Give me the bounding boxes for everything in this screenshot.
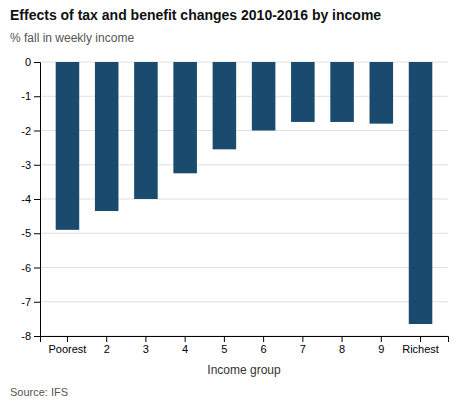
tick-label: -6 (21, 262, 31, 274)
tick-mark (263, 336, 264, 342)
tick-label: -7 (21, 296, 31, 308)
tick: -8 (21, 330, 40, 342)
tick-label: 3 (143, 343, 149, 355)
tick-mark (34, 268, 40, 269)
tick-label: -2 (21, 125, 31, 137)
tick: -1 (21, 90, 40, 102)
source: Source: IFS (10, 386, 68, 398)
tick-mark (420, 336, 421, 342)
tick: 7 (300, 336, 306, 355)
bar (330, 62, 354, 122)
tick: -6 (21, 262, 40, 274)
x-axis-title: Income group (207, 363, 281, 377)
tick-mark (342, 336, 343, 342)
tick-mark (34, 165, 40, 166)
tick: 5 (221, 336, 227, 355)
tick: Richest (402, 336, 439, 355)
tick-mark (34, 199, 40, 200)
tick-label: Richest (402, 343, 439, 355)
tick: 6 (261, 336, 267, 355)
tick-label: 6 (261, 343, 267, 355)
tick: Poorest (49, 336, 87, 355)
tick-mark (34, 336, 40, 337)
tick-mark (34, 96, 40, 97)
tick: 2 (104, 336, 110, 355)
tick-mark (381, 336, 382, 342)
tick-label: 4 (182, 343, 188, 355)
axis-line (41, 337, 449, 343)
tick: -2 (21, 125, 40, 137)
bar (213, 62, 237, 149)
grid-line (40, 233, 448, 234)
tick-label: 9 (378, 343, 384, 355)
tick-mark (67, 336, 68, 342)
tick-mark (145, 336, 146, 342)
tick: 3 (143, 336, 149, 355)
tick-label: -3 (21, 159, 31, 171)
tick-mark (34, 131, 40, 132)
bar (370, 62, 394, 124)
tick: -3 (21, 159, 40, 171)
x-axis: Poorest 2 3 4 5 6 7 8 9 Richest (41, 336, 449, 355)
tick-label: -8 (21, 330, 31, 342)
tick-label: Poorest (49, 343, 87, 355)
tick-mark (106, 336, 107, 342)
bar (291, 62, 315, 122)
tick-label: 8 (339, 343, 345, 355)
grid (40, 62, 448, 336)
tick: -4 (21, 193, 40, 205)
tick-label: 0 (25, 56, 31, 68)
tick-label: 5 (221, 343, 227, 355)
tick-mark (34, 62, 40, 63)
grid-line (40, 267, 448, 268)
bar (95, 62, 119, 211)
tick-label: -4 (21, 193, 31, 205)
bars (56, 62, 433, 324)
plot: 0 -1 -2 -3 -4 -5 -6 -7 -8 Poorest 2 3 4 5 6 7 8 9 Richest (21, 56, 448, 355)
bar (56, 62, 80, 230)
tick: 8 (339, 336, 345, 355)
tick-label: -5 (21, 227, 31, 239)
tick: 9 (378, 336, 384, 355)
tick: 4 (182, 336, 188, 355)
y-axis: 0 -1 -2 -3 -4 -5 -6 -7 -8 (21, 56, 40, 342)
tick: -7 (21, 296, 40, 308)
tick-label: -1 (21, 90, 31, 102)
tick-mark (34, 302, 40, 303)
chart: Effects of tax and benefit changes 2010-… (0, 0, 463, 404)
bar (134, 62, 158, 199)
tick-mark (224, 336, 225, 342)
tick-mark (34, 233, 40, 234)
axis-line (34, 63, 41, 337)
tick: 0 (25, 56, 40, 68)
tick-mark (185, 336, 186, 342)
tick-mark (302, 336, 303, 342)
subtitle: % fall in weekly income (10, 31, 134, 45)
tick-label: 2 (104, 343, 110, 355)
bar (409, 62, 433, 324)
bar (252, 62, 276, 131)
tick: -5 (21, 227, 40, 239)
title: Effects of tax and benefit changes 2010-… (10, 7, 381, 23)
tick-label: 7 (300, 343, 306, 355)
grid-line (40, 301, 448, 302)
bar (173, 62, 197, 173)
